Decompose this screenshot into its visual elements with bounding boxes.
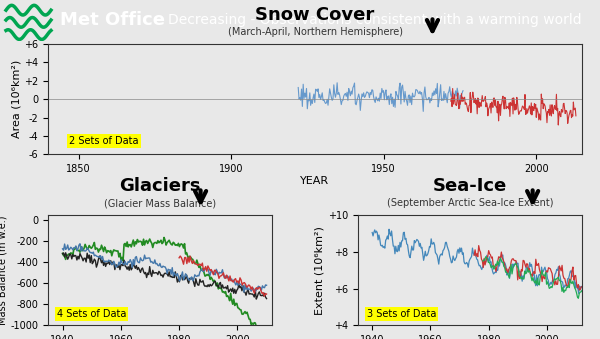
Text: 2 Sets of Data: 2 Sets of Data [70, 136, 139, 145]
Text: (September Arctic Sea-Ice Extent): (September Arctic Sea-Ice Extent) [386, 198, 553, 208]
Y-axis label: Mean Specific
Mass Balance (m w.e.): Mean Specific Mass Balance (m w.e.) [0, 216, 8, 325]
Text: Met Office: Met Office [60, 11, 165, 29]
Text: Glaciers: Glaciers [119, 177, 201, 195]
Y-axis label: Extent (10⁶km²): Extent (10⁶km²) [315, 226, 325, 315]
Text: (March-April, Northern Hemisphere): (March-April, Northern Hemisphere) [227, 27, 403, 37]
Text: Sea-Ice: Sea-Ice [433, 177, 507, 195]
Y-axis label: Area (10⁶km²): Area (10⁶km²) [11, 60, 21, 138]
Text: (Glacier Mass Balance): (Glacier Mass Balance) [104, 198, 216, 208]
Text: Decreasing - Observations consistent with a warming world: Decreasing - Observations consistent wit… [168, 13, 581, 27]
Text: 3 Sets of Data: 3 Sets of Data [367, 309, 436, 319]
Text: Snow Cover: Snow Cover [256, 6, 374, 24]
Text: 4 Sets of Data: 4 Sets of Data [57, 309, 127, 319]
X-axis label: YEAR: YEAR [301, 176, 329, 185]
